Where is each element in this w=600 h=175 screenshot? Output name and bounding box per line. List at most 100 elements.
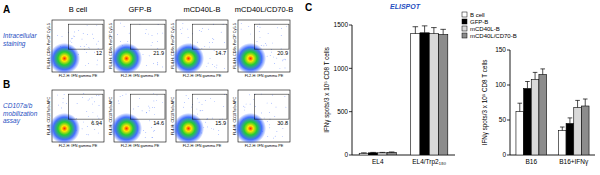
- gate: [255, 24, 289, 49]
- event-dot: [266, 44, 268, 46]
- event-dot: [154, 114, 156, 116]
- event-dot: [209, 58, 211, 60]
- column-label: mCD40L/CD70-B: [235, 5, 293, 14]
- event-dot: [263, 45, 265, 47]
- event-dot: [286, 26, 288, 28]
- event-dot: [245, 103, 247, 105]
- event-dot: [244, 106, 246, 108]
- x-axis-label: FL2-H: IFN gamma PE: [121, 74, 160, 78]
- panel-title: ELISPOT: [390, 3, 421, 10]
- y-axis-label: IFNγ spots/3 x 10⁵ CD8 T cells: [481, 60, 489, 146]
- y-tick-label: 100: [495, 81, 506, 88]
- event-dot: [82, 33, 84, 35]
- event-dot: [148, 33, 150, 35]
- error-bar: [568, 118, 573, 124]
- y-axis: [352, 25, 353, 155]
- legend-swatch: [462, 33, 467, 38]
- event-dot: [207, 62, 209, 64]
- event-dot: [62, 98, 64, 100]
- event-dot: [209, 46, 211, 48]
- flow-plot: 12FL2-H: IFN gamma PEFL4-H: CD8a PerCP C…: [47, 20, 104, 78]
- event-dot: [137, 106, 139, 108]
- event-dot: [182, 23, 184, 25]
- event-dot: [188, 98, 190, 100]
- event-dot: [83, 121, 85, 123]
- x-axis-label: FL2-H: IFN gamma PE: [59, 74, 98, 78]
- event-dot: [281, 136, 283, 138]
- event-dot: [67, 32, 69, 34]
- event-dot: [153, 130, 155, 132]
- event-dot: [151, 41, 153, 43]
- event-dot: [184, 101, 186, 103]
- event-dot: [223, 68, 225, 70]
- bar: [516, 112, 524, 155]
- event-dot: [268, 112, 270, 114]
- event-dot: [151, 107, 153, 109]
- event-dot: [78, 30, 80, 32]
- event-dot: [202, 110, 204, 112]
- event-dot: [144, 137, 146, 139]
- event-dot: [127, 41, 129, 43]
- event-dot: [118, 103, 120, 105]
- bar: [524, 89, 532, 156]
- event-dot: [92, 112, 94, 114]
- event-dot: [157, 62, 159, 64]
- error-bar: [533, 72, 538, 79]
- event-dot: [71, 38, 73, 40]
- row-label-line: assay: [3, 117, 21, 125]
- y-tick-label: 0: [502, 151, 506, 158]
- legend-label: mCD40L/CD70-B: [470, 33, 517, 39]
- event-dot: [272, 94, 274, 96]
- event-dot: [162, 32, 164, 34]
- event-dot: [58, 104, 60, 106]
- event-dot: [98, 105, 100, 107]
- y-axis-label: FL4-H: CD8a PerCP Cy5.5: [233, 23, 237, 69]
- event-dot: [87, 34, 89, 36]
- event-dot: [282, 59, 284, 61]
- event-dot: [211, 117, 213, 119]
- event-dot: [185, 95, 187, 97]
- event-dot: [162, 66, 164, 68]
- event-dot: [157, 63, 159, 65]
- event-dot: [267, 33, 269, 35]
- event-dot: [276, 57, 278, 59]
- event-dot: [205, 121, 207, 123]
- y-axis-label: FL4-H: CD107a/b APC: [233, 97, 237, 136]
- event-dot: [88, 63, 90, 65]
- y-tick-label: 500: [337, 108, 348, 115]
- event-dot: [258, 31, 260, 33]
- event-dot: [199, 110, 201, 112]
- density-blob: [111, 43, 142, 74]
- flow-plot: 15.9FL2-H: IFN gamma PEFL4-H: CD107a/b A…: [171, 90, 228, 148]
- error-bar: [370, 152, 376, 153]
- event-dot: [249, 103, 251, 105]
- event-dot: [274, 63, 276, 65]
- x-axis-label: FL2-H: IFN gamma PE: [183, 144, 222, 148]
- bar: [566, 124, 574, 156]
- event-dot: [199, 30, 201, 32]
- event-dot: [122, 95, 124, 97]
- row-label-line: staining: [3, 40, 26, 48]
- bar: [539, 75, 547, 156]
- x-tick-label: EL4/Trp2₁₈₀: [412, 158, 446, 166]
- event-dot: [96, 95, 98, 97]
- event-dot: [145, 29, 147, 31]
- event-dot: [83, 46, 85, 48]
- error-bar: [517, 103, 522, 111]
- error-bar: [540, 69, 545, 75]
- event-dot: [151, 127, 153, 129]
- event-dot: [88, 116, 90, 118]
- event-dot: [266, 102, 268, 104]
- event-dot: [220, 31, 222, 33]
- event-dot: [148, 110, 150, 112]
- bar-chart: 050100150IFNγ spots/3 x 10⁵ CD8 T cellsB…: [481, 46, 595, 166]
- event-dot: [145, 33, 147, 35]
- error-bar: [389, 151, 395, 152]
- event-dot: [276, 131, 278, 133]
- event-dot: [98, 95, 100, 97]
- event-dot: [268, 124, 270, 126]
- event-dot: [88, 47, 90, 49]
- x-tick-label: EL4: [372, 158, 384, 165]
- event-dot: [196, 108, 198, 110]
- event-dot: [274, 135, 276, 137]
